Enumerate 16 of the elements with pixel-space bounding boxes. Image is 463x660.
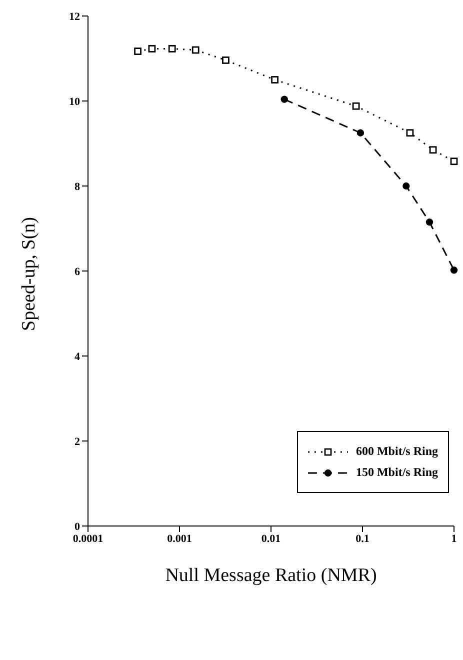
x-axis-title: Null Message Ratio (NMR)	[165, 565, 377, 586]
x-tick-label: 0.001	[167, 532, 192, 545]
y-tick-label: 0	[74, 520, 80, 533]
x-tick-label: 0.1	[356, 532, 370, 545]
y-axis-title: Speed-up, S(n)	[18, 217, 40, 331]
legend-label: 150 Mbit/s Ring	[356, 465, 438, 480]
y-tick-label: 6	[74, 266, 80, 278]
y-tick-label: 12	[69, 10, 80, 23]
y-tick-label: 10	[69, 96, 80, 108]
x-tick-label: 0.0001	[72, 532, 104, 545]
y-tick-label: 8	[74, 180, 80, 193]
x-tick-label: 1	[451, 532, 457, 545]
y-tick-label: 4	[74, 350, 80, 363]
x-tick-label: 0.01	[261, 532, 281, 545]
legend-label: 600 Mbit/s Ring	[356, 444, 438, 459]
y-tick-label: 2	[74, 436, 80, 448]
